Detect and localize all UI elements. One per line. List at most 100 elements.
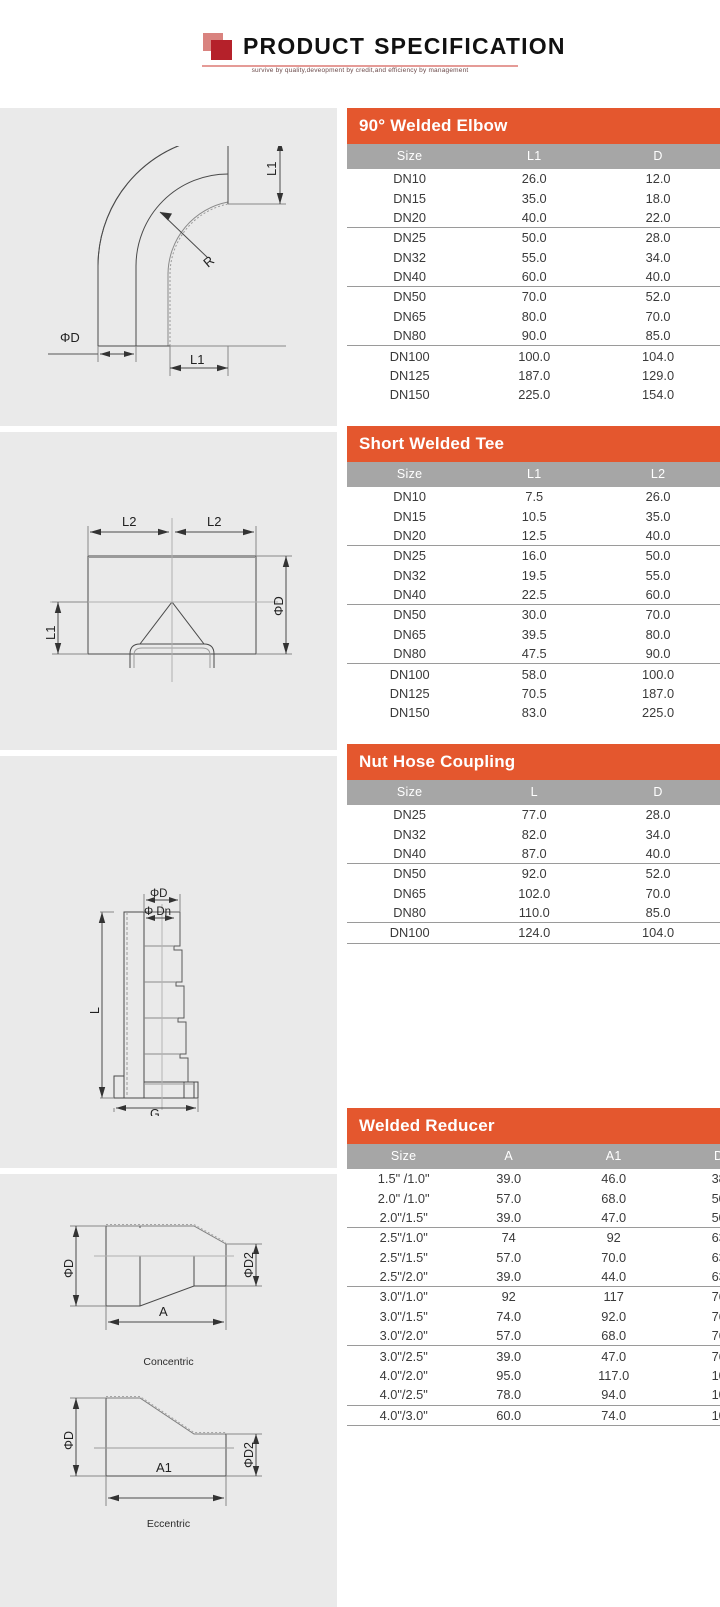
col-header-l2: L2 <box>596 462 720 487</box>
cell-size: DN65 <box>347 306 473 326</box>
table-row: 1.5" /1.0"39.046.038 <box>347 1169 720 1189</box>
cell-a1: 47.0 <box>556 1207 671 1229</box>
table-row: 4.0"/2.5"78.094.010 <box>347 1385 720 1406</box>
cell-l2: 100.0 <box>596 663 720 684</box>
cell-l1: 12.5 <box>472 525 597 547</box>
cell-d: 76 <box>670 1286 720 1307</box>
table-row: DN20 12.5 40.0 <box>347 525 720 547</box>
cell-size: 2.0" /1.0" <box>347 1188 461 1208</box>
reducer-image-panel: ΦD ΦD2 A Concentric <box>0 1174 337 1607</box>
cell-d: 85.0 <box>596 326 720 347</box>
cell-d: 38 <box>670 1169 720 1189</box>
col-header-size: Size <box>347 144 473 169</box>
cell-d: 63 <box>670 1227 720 1248</box>
svg-text:L1: L1 <box>190 352 204 367</box>
cell-l1: 100.0 <box>472 345 597 366</box>
col-header-d: D <box>596 144 720 169</box>
eccentric-reducer-drawing: ΦD ΦD2 A1 <box>34 1370 304 1530</box>
table-row: 2.5"/1.5"57.070.063 <box>347 1247 720 1267</box>
table-row: DN100 124.0 104.0 <box>347 922 720 944</box>
cell-size: DN80 <box>347 326 473 347</box>
table-header-row: Size L1 L2 <box>347 462 720 487</box>
cell-l1: 225.0 <box>472 385 597 405</box>
cell-size: DN50 <box>347 286 473 307</box>
cell-d: 70.0 <box>596 306 720 326</box>
cell-size: DN50 <box>347 604 473 625</box>
col-header-size: Size <box>347 462 473 487</box>
tee-spec-table-wrap: Short Welded Tee Size L1 L2 DN10 7.5 26.0 … <box>347 426 720 723</box>
table-header-row: Size A A1 D <box>347 1144 720 1169</box>
cell-l1: 55.0 <box>472 247 597 267</box>
cell-a: 74 <box>460 1227 557 1248</box>
reducer-spec-table: Welded Reducer Size A A1 D 1.5" /1.0" 39.… <box>347 1108 720 1426</box>
svg-text:G: G <box>150 1107 160 1116</box>
cell-a: 39.0 <box>460 1207 557 1229</box>
cell-size: DN80 <box>347 644 473 665</box>
cell-size: DN20 <box>347 525 473 547</box>
elbow-drawing: ΦD L1 L1 R <box>18 146 318 376</box>
col-header-size: Size <box>347 1144 461 1169</box>
cell-l2: 55.0 <box>596 565 720 585</box>
table-row: 4.0"/3.0"60.074.010 <box>347 1405 720 1426</box>
cell-size: DN65 <box>347 624 473 644</box>
cell-l2: 225.0 <box>596 703 720 723</box>
table-row: DN10 26.0 12.0 <box>347 169 720 189</box>
table-row: DN50 92.0 52.0 <box>347 863 720 884</box>
cell-d: 154.0 <box>596 385 720 405</box>
cell-d: 76 <box>670 1345 720 1366</box>
cell-l: 92.0 <box>472 863 597 884</box>
col-header-l: L <box>472 780 597 805</box>
svg-text:ΦD2: ΦD2 <box>242 1442 256 1468</box>
cell-d: 85.0 <box>596 902 720 924</box>
cell-l1: 16.0 <box>472 545 597 566</box>
cell-d: 76 <box>670 1326 720 1347</box>
table-row: DN32 82.0 34.0 <box>347 824 720 844</box>
table-row: DN15 35.0 18.0 <box>347 188 720 208</box>
cell-a: 57.0 <box>460 1188 557 1208</box>
table-header-row: Size L D <box>347 780 720 805</box>
cell-a1: 47.0 <box>556 1345 671 1366</box>
svg-text:L2: L2 <box>122 514 136 529</box>
col-header-l1: L1 <box>472 462 597 487</box>
cell-size: 3.0"/1.0" <box>347 1286 461 1307</box>
cell-l1: 70.5 <box>472 683 597 704</box>
page-title: PRODUCT SPECIFICATION <box>243 33 566 60</box>
table-row: 3.0"/2.5"39.047.076 <box>347 1345 720 1366</box>
table-header-row: Size L1 D <box>347 144 720 169</box>
cell-size: 2.5"/2.0" <box>347 1266 461 1288</box>
title-word-specification: SPECIFICATION <box>374 33 566 59</box>
cell-l2: 26.0 <box>596 487 720 507</box>
svg-text:L2: L2 <box>207 514 221 529</box>
elbow-image-panel: ΦD L1 L1 R <box>0 108 337 426</box>
table-row: DN25 50.0 28.0 <box>347 227 720 248</box>
cell-d: 52.0 <box>596 286 720 307</box>
cell-d: 104.0 <box>596 345 720 366</box>
cell-l2: 90.0 <box>596 644 720 665</box>
cell-a1: 46.0 <box>556 1169 671 1189</box>
cell-size: 3.0"/1.5" <box>347 1306 461 1326</box>
cell-size: DN40 <box>347 584 473 606</box>
table-row: DN50 70.0 52.0 <box>347 286 720 307</box>
table-row: DN125 70.5 187.0 <box>347 683 720 704</box>
cell-a1: 74.0 <box>556 1405 671 1426</box>
table-row: 2.5"/2.0"39.044.063 <box>347 1266 720 1288</box>
cell-l: 77.0 <box>472 805 597 825</box>
cell-l1: 26.0 <box>472 169 597 189</box>
table-row: 3.0"/1.5"74.092.076 <box>347 1306 720 1326</box>
section-title-tee: Short Welded Tee <box>347 426 720 462</box>
cell-d: 28.0 <box>596 227 720 248</box>
header-subtitle: survive by quality,deveopment by credit,… <box>251 67 469 74</box>
table-row: DN100 100.0 104.0 <box>347 345 720 366</box>
cell-a: 57.0 <box>460 1247 557 1267</box>
cell-d: 104.0 <box>596 922 720 944</box>
hose-coupling-drawing: ΦD Φ Dn L G <box>88 886 263 1116</box>
cell-a: 39.0 <box>460 1266 557 1288</box>
cell-a: 78.0 <box>460 1385 557 1406</box>
cell-size: DN25 <box>347 545 473 566</box>
cell-l2: 70.0 <box>596 604 720 625</box>
cell-l1: 90.0 <box>472 326 597 347</box>
page-header: PRODUCT SPECIFICATION survive by quality,… <box>0 0 720 108</box>
header-divider <box>202 65 518 67</box>
cell-size: DN32 <box>347 247 473 267</box>
cell-a1: 92.0 <box>556 1306 671 1326</box>
